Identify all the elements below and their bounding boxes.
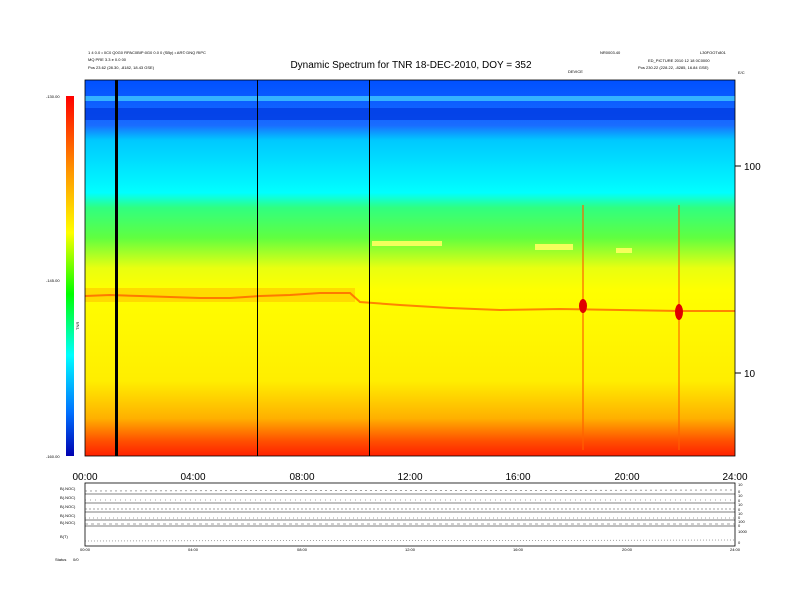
lower-right-4: 10 xyxy=(738,502,743,507)
x-tick-label-5: 20:00 xyxy=(614,472,639,483)
emission-band xyxy=(85,288,355,302)
header-left-line1: 1 4 0.0 • 0C0 Q0G0 RPAC0BIP:0G0 0.0 0 (S… xyxy=(88,50,206,55)
header-left-line2: MQ PRE 3.3 e 0.0 00 xyxy=(88,57,127,62)
bright-patch-1 xyxy=(372,241,442,246)
right-label-10: 10 xyxy=(744,369,756,380)
lower-label-6: B(T) xyxy=(60,534,68,539)
lower-panels xyxy=(84,482,736,547)
x-tick-label-6: 24:00 xyxy=(722,472,747,483)
lower-right-6: 10 xyxy=(738,511,743,516)
plot-frame xyxy=(84,79,736,457)
lower-label-2: B(.NOC) xyxy=(60,495,76,500)
lower-label-4: B(.NOC) xyxy=(60,513,76,518)
colorbar-tick-bottom: -160.00 xyxy=(46,454,60,459)
bright-patch-3 xyxy=(616,248,632,253)
lower-x-tick-6: 24:00 xyxy=(730,547,741,552)
lower-right-8: 100 xyxy=(738,519,745,524)
lower-right-1: 0 xyxy=(738,489,741,494)
lower-x-tick-5: 20:00 xyxy=(622,547,633,552)
header-right-line3: ED_PICTURE 2010 12 18 0C0000 xyxy=(648,58,710,63)
colorbar-label: TNR xyxy=(75,322,80,330)
right-label-100: 100 xyxy=(744,162,761,173)
lower-right-2: 10 xyxy=(738,493,743,498)
lower-label-1: B(.NOC) xyxy=(60,486,76,491)
lower-x-tick-2: 08:00 xyxy=(297,547,308,552)
status-label: Status xyxy=(55,557,66,562)
lower-x-tick-3: 12:00 xyxy=(405,547,416,552)
header-right-line1: NR0003.40 xyxy=(600,50,621,55)
spectrogram xyxy=(84,79,736,457)
lower-right-5: 0 xyxy=(738,507,741,512)
colorbar xyxy=(66,96,74,456)
lower-right-7: 0 xyxy=(738,515,741,520)
burst-2 xyxy=(675,205,683,450)
header-corner-right: E/C xyxy=(738,70,745,75)
lower-x-tick-4: 16:00 xyxy=(513,547,524,552)
lower-x-tick-0: 00:00 xyxy=(80,547,91,552)
lower-label-3: B(.NOC) xyxy=(60,504,76,509)
lower-right-10: 1000 xyxy=(738,529,748,534)
lower-panels-frame xyxy=(84,482,736,547)
lower-right-0: 10 xyxy=(738,482,743,487)
top-light-strip xyxy=(85,96,735,101)
lower-right-3: 0 xyxy=(738,498,741,503)
emission-line xyxy=(84,292,735,312)
x-tick-label-1: 04:00 xyxy=(180,472,205,483)
burst-1 xyxy=(579,205,587,450)
spectrogram-background xyxy=(85,80,735,456)
x-tick-label-3: 12:00 xyxy=(397,472,422,483)
lower-label-5: B(.NOC) xyxy=(60,520,76,525)
header-right-line4: Pos 230.22 (228.22, -8285, 16.84 GSE) xyxy=(638,65,709,70)
chart-title: Dynamic Spectrum for TNR 18-DEC-2010, DO… xyxy=(290,60,532,71)
lower-right-9: 0 xyxy=(738,523,741,528)
lower-right-11: 0 xyxy=(738,540,741,545)
top-dark-band xyxy=(85,108,735,120)
x-tick-label-0: 00:00 xyxy=(72,472,97,483)
lower-x-tick-1: 04:00 xyxy=(188,547,199,552)
x-tick-label-4: 16:00 xyxy=(505,472,530,483)
x-tick-label-2: 08:00 xyxy=(289,472,314,483)
header-right-line2: L30FOOT•801 xyxy=(700,50,727,55)
data-gap-3 xyxy=(369,80,370,456)
bright-patch-2 xyxy=(535,244,573,250)
data-gap-1 xyxy=(115,80,118,456)
header-center-small: DEVICE xyxy=(568,69,583,74)
data-gap-2 xyxy=(257,80,258,456)
colorbar-tick-mid: -145.00 xyxy=(46,278,60,283)
header-left-line3: Pos 23.62 (28.30, -8182, 18.43 GSE) xyxy=(88,65,155,70)
colorbar-tick-top: -130.00 xyxy=(46,94,60,99)
status-value: 0/0 xyxy=(73,557,79,562)
